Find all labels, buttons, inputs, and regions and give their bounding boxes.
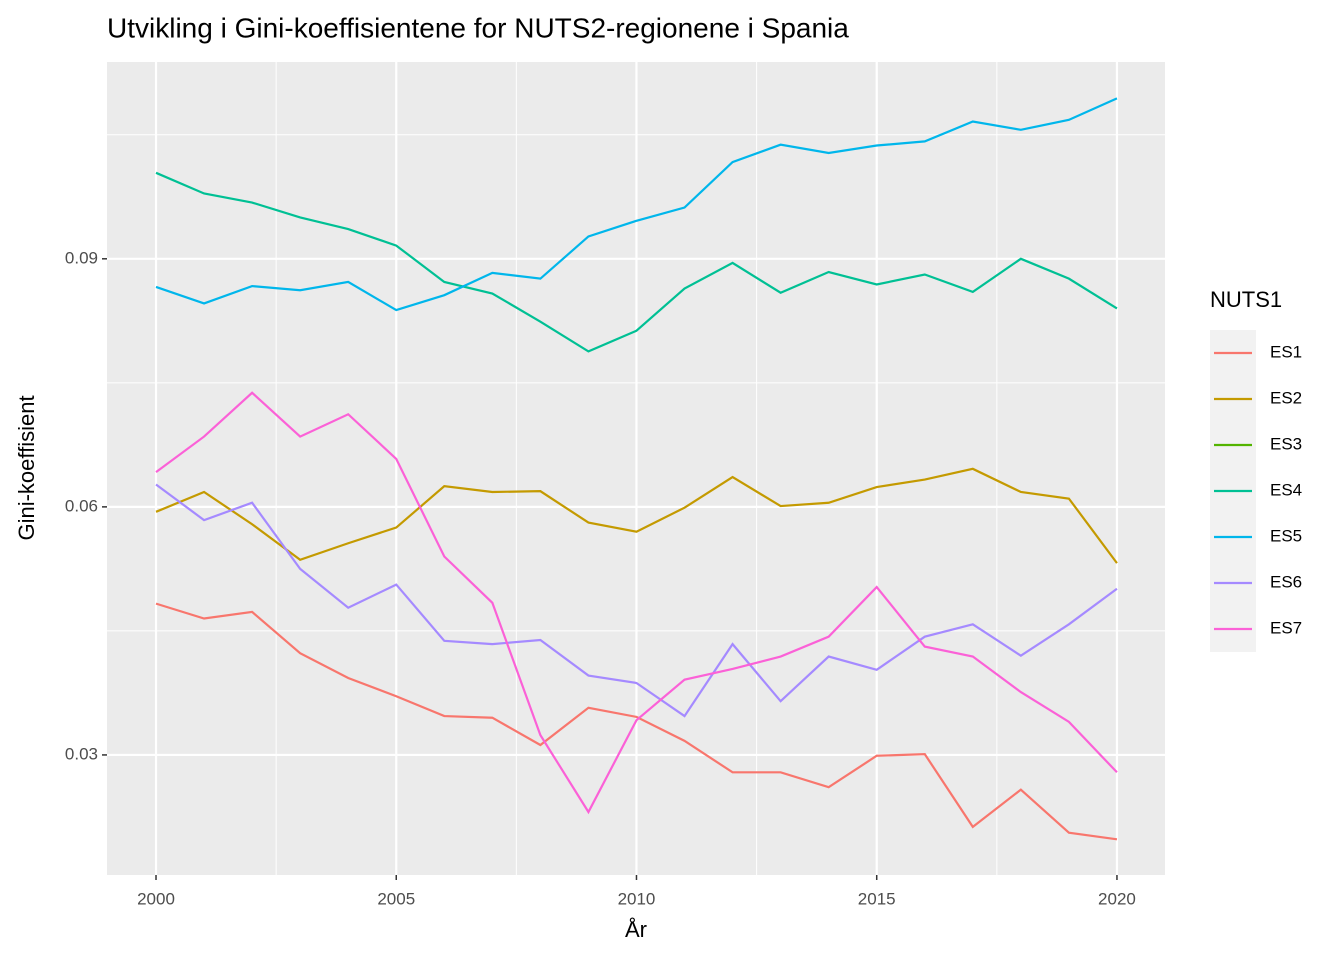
y-tick-label: 0.03: [65, 744, 98, 763]
legend-label: ES6: [1270, 572, 1302, 591]
series-line: [155, 467, 1118, 564]
series-line: [155, 483, 1118, 718]
legend-label: ES7: [1270, 618, 1302, 637]
legend-label: ES5: [1270, 526, 1302, 545]
series-line: [155, 171, 1118, 353]
x-axis-label: År: [625, 917, 647, 942]
legend-label: ES2: [1270, 388, 1302, 407]
legend-title: NUTS1: [1210, 287, 1282, 312]
legend-label: ES1: [1270, 342, 1302, 361]
y-tick-label: 0.06: [65, 496, 98, 515]
chart-title: Utvikling i Gini-koeffisientene for NUTS…: [107, 12, 849, 43]
legend-label: ES4: [1270, 480, 1302, 499]
x-tick-label: 2020: [1098, 889, 1136, 908]
x-tick-label: 2005: [377, 889, 415, 908]
legend-label: ES3: [1270, 434, 1302, 453]
series-line: [155, 97, 1118, 312]
series-line: [155, 602, 1118, 841]
x-tick-label: 2000: [137, 889, 175, 908]
y-tick-label: 0.09: [65, 248, 98, 267]
y-axis-label: Gini-koeffisient: [14, 395, 39, 540]
series-line: [155, 391, 1118, 815]
x-tick-label: 2010: [618, 889, 656, 908]
x-tick-label: 2015: [858, 889, 896, 908]
